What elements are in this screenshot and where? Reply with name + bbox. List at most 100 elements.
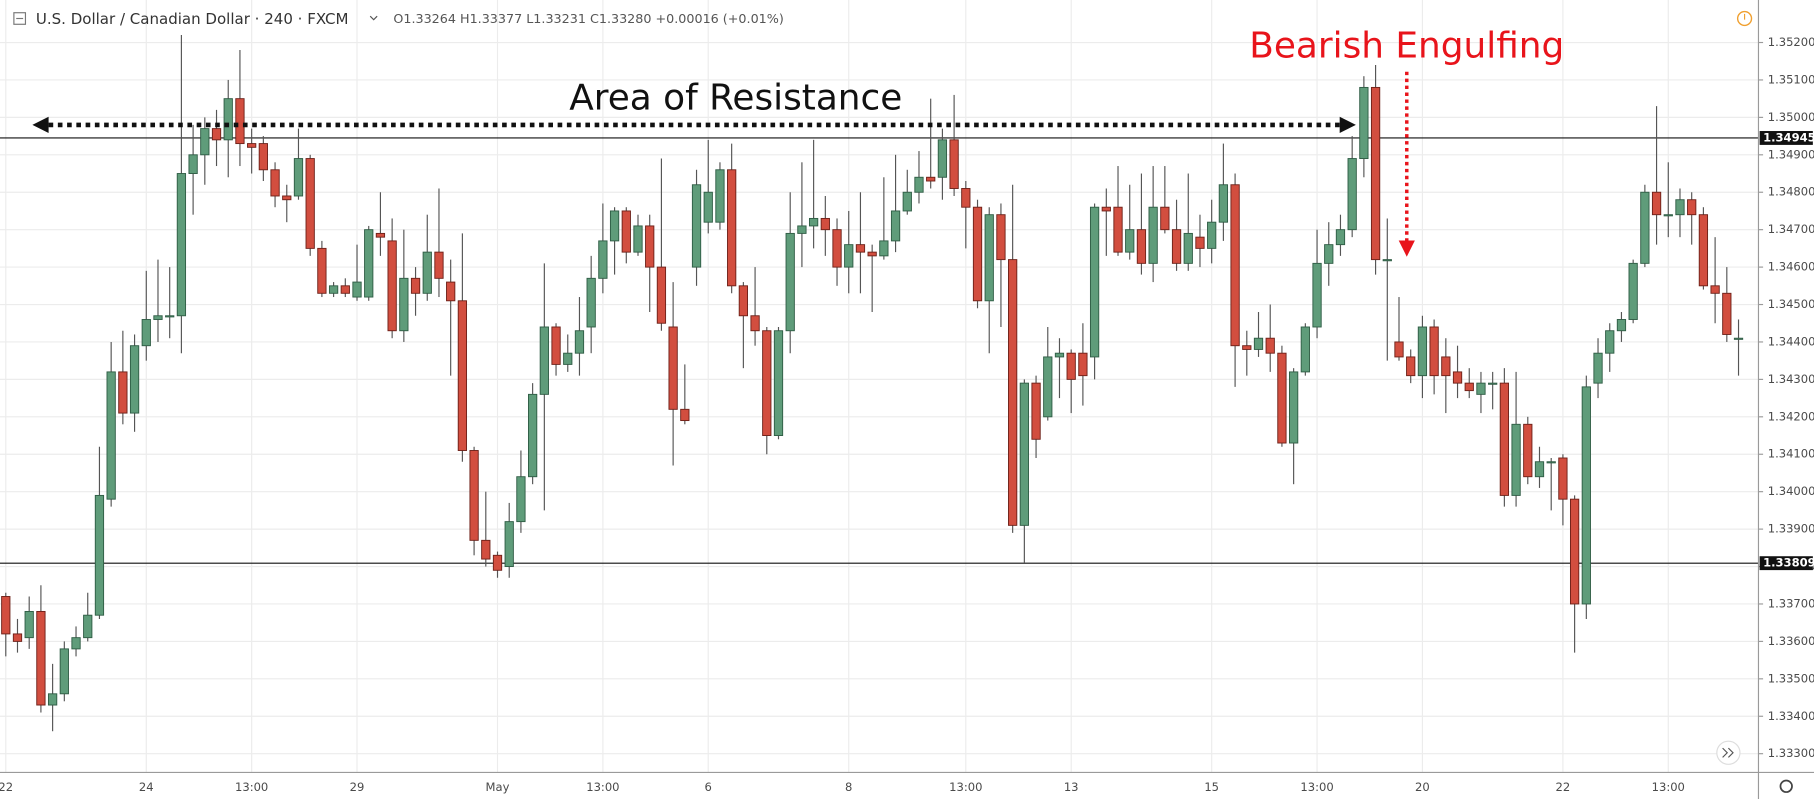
candle-body (1417, 326, 1428, 377)
y-tick-label: 1.33700 (1768, 596, 1814, 610)
y-tick-label: 1.34000 (1768, 484, 1814, 498)
x-tick-label: 20 (1415, 780, 1430, 794)
candle-body (1523, 423, 1533, 478)
candle-body (621, 210, 631, 253)
engulfing-arrow-head (1398, 240, 1415, 257)
candle-body (1242, 345, 1252, 350)
candle-body (1113, 206, 1123, 253)
candle-body (926, 176, 936, 182)
candle-body (1125, 229, 1135, 253)
y-tick-label: 1.34300 (1768, 372, 1814, 386)
candle-body (609, 210, 620, 242)
candle-body (691, 184, 702, 268)
candle-body (399, 277, 409, 332)
y-tick-label: 1.33300 (1768, 746, 1814, 760)
candle-body (1406, 356, 1416, 377)
y-tick-label: 1.33400 (1768, 709, 1814, 723)
candle-body (1640, 191, 1650, 264)
candle-body (446, 281, 456, 302)
candle-body (1499, 382, 1509, 496)
candle-body (1616, 319, 1627, 332)
y-tick-label: 1.35100 (1768, 72, 1814, 86)
y-tick-label: 1.35000 (1768, 110, 1814, 124)
candle-body (1733, 337, 1744, 340)
y-tick-label: 1.34200 (1768, 409, 1814, 423)
x-tick-label: 22 (0, 780, 13, 794)
y-tick-label: 1.33900 (1768, 522, 1814, 536)
candle-body (1464, 382, 1474, 392)
y-tick-label: 1.33500 (1768, 671, 1814, 685)
y-tick-label: 1.34800 (1768, 185, 1814, 199)
candle-body (1651, 191, 1662, 216)
candle-body (469, 450, 479, 541)
candle-body (1183, 232, 1193, 264)
candle-body (808, 217, 819, 227)
candle-body (282, 195, 292, 201)
y-tick-label: 1.34900 (1768, 147, 1814, 161)
candle-body (36, 610, 46, 706)
candle-body (937, 139, 948, 178)
engulfing-label: Bearish Engulfing (1249, 25, 1564, 66)
candle-body (504, 521, 514, 568)
candle-body (211, 128, 222, 141)
candle-body (961, 188, 971, 208)
candle-body (645, 225, 655, 268)
candle-body (1511, 423, 1521, 496)
candle-body (1043, 356, 1053, 418)
candle-body (750, 315, 760, 332)
candle-body (1675, 199, 1685, 216)
candle-body (949, 139, 959, 189)
settings-icon[interactable] (1779, 779, 1793, 793)
candle-body (832, 229, 842, 268)
level-tag (1759, 556, 1813, 571)
candle-body (1160, 206, 1170, 231)
candle-body (94, 494, 105, 616)
candle-body (1324, 244, 1334, 264)
candle-body (1312, 262, 1322, 328)
candle-body (293, 158, 304, 197)
candle-body (738, 285, 748, 317)
candle-body (83, 614, 93, 639)
candle-body (914, 176, 924, 193)
candle-body (1605, 330, 1615, 354)
candle-body (47, 693, 58, 706)
candle-body (305, 158, 315, 249)
candle-body (855, 244, 866, 253)
candle-body (1429, 326, 1439, 377)
candle-body (1253, 337, 1264, 350)
candle-body (1569, 498, 1580, 605)
arrow-head-left (32, 116, 49, 133)
candle-body (586, 277, 596, 328)
x-tick-label: 29 (350, 780, 365, 794)
candle-body (844, 244, 854, 268)
candle-body (270, 169, 280, 197)
scroll-button[interactable] (1716, 740, 1741, 765)
candle-body (375, 232, 386, 238)
arrow-head-right (1339, 116, 1356, 133)
level-label: 1.33809 (1763, 556, 1814, 570)
candle-body (1452, 371, 1463, 384)
candle-body (820, 217, 830, 231)
candle-body (481, 539, 491, 560)
candle-body (1382, 259, 1392, 262)
candle-body (328, 285, 339, 294)
collapse-icon[interactable] (13, 12, 27, 25)
x-tick-label: 6 (705, 780, 712, 794)
symbol-menu-chevron[interactable] (369, 15, 378, 21)
warning-icon[interactable] (1736, 10, 1753, 27)
candle-body (1218, 184, 1229, 223)
candle-body (551, 326, 561, 365)
x-tick-label: 13:00 (586, 780, 619, 794)
candle-body (457, 300, 468, 451)
candle-body (1534, 461, 1545, 478)
candle-body (890, 210, 901, 242)
candle-body (879, 240, 889, 257)
x-tick-label: 24 (139, 780, 154, 794)
candle-body (434, 251, 444, 279)
candle-body (984, 214, 994, 302)
candle-body (1593, 352, 1603, 384)
x-tick-label: 8 (845, 780, 852, 794)
candle-body (1, 596, 11, 635)
candle-body (1230, 184, 1240, 347)
